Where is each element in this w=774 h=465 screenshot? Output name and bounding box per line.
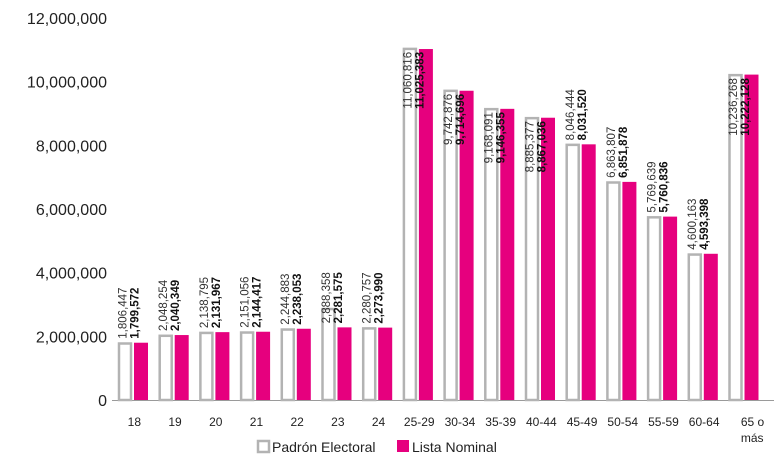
x-tick-label: 65 o <box>741 415 765 429</box>
lista-bar <box>500 108 515 400</box>
data-label-lista: 2,040,349 <box>170 280 182 331</box>
data-label-lista: 2,238,053 <box>292 274 304 325</box>
lista-bar <box>744 74 759 401</box>
x-tick-label: 19 <box>168 415 182 429</box>
data-label-padron: 5,769,639 <box>646 161 658 212</box>
x-tick-label: 23 <box>331 415 345 429</box>
data-label-lista: 11,025,383 <box>414 52 426 109</box>
x-tick-label: 60-64 <box>689 415 720 429</box>
lista-bar <box>622 181 637 400</box>
data-label-lista: 2,144,417 <box>251 277 263 328</box>
lista-bar <box>378 327 393 400</box>
x-tick-label: 22 <box>290 415 304 429</box>
x-tick-label: 35-39 <box>485 415 516 429</box>
x-tick-label: 25-29 <box>404 415 435 429</box>
data-label-padron: 2,048,254 <box>158 279 170 331</box>
legend-label-padron: Padrón Electoral <box>272 439 376 455</box>
data-label-padron: 2,151,056 <box>239 277 251 328</box>
y-tick-label: 12,000,000 <box>27 11 107 28</box>
data-label-padron: 8,046,444 <box>565 89 577 141</box>
padron-bar <box>402 47 418 402</box>
padron-bar <box>484 107 499 402</box>
data-label-lista: 8,031,520 <box>577 89 589 140</box>
x-tick-label: 24 <box>372 415 386 429</box>
x-tick-label: 40-44 <box>526 415 557 429</box>
lista-bar <box>337 327 352 400</box>
padron-bar <box>524 116 540 402</box>
lista-bar <box>296 328 311 400</box>
lista-bar <box>581 144 596 400</box>
y-tick-label: 0 <box>98 393 107 410</box>
data-label-padron: 6,863,807 <box>606 127 618 178</box>
data-label-lista: 6,851,878 <box>618 126 630 178</box>
data-label-lista: 5,760,836 <box>658 161 670 212</box>
padron-bar <box>199 331 214 402</box>
x-tick-label: 50-54 <box>607 415 638 429</box>
data-label-lista: 8,867,036 <box>536 121 548 172</box>
padron-bar <box>280 328 296 402</box>
padron-bar <box>361 327 377 402</box>
padron-bar <box>687 253 703 402</box>
lista-bar <box>174 335 189 400</box>
data-label-padron: 2,244,883 <box>280 274 292 325</box>
x-tick-label: 20 <box>209 415 223 429</box>
x-tick-label: 45-49 <box>567 415 598 429</box>
lista-bar <box>134 342 148 400</box>
lista-bar <box>459 90 474 400</box>
data-label-padron: 1,806,447 <box>117 288 129 339</box>
y-tick-label: 10,000,000 <box>27 75 107 92</box>
data-label-padron: 2,888,358 <box>321 272 333 323</box>
data-label-lista: 1,799,572 <box>129 288 141 339</box>
y-tick-label: 2,000,000 <box>36 329 107 346</box>
lista-bar <box>663 216 678 400</box>
data-label-padron: 10,236,268 <box>728 78 740 136</box>
legend-swatch-padron <box>256 439 271 454</box>
data-label-lista: 4,593,398 <box>699 198 711 250</box>
padron-bar <box>117 342 133 402</box>
x-tick-label: 18 <box>128 415 142 429</box>
padron-bar <box>728 73 743 402</box>
x-tick-label: 30-34 <box>445 415 476 429</box>
lista-bar <box>703 253 718 400</box>
x-tick-label: 55-59 <box>648 415 679 429</box>
y-tick-label: 8,000,000 <box>36 138 107 155</box>
data-label-lista: 2,273,990 <box>374 272 386 323</box>
padron-bar <box>646 216 662 402</box>
data-label-padron: 9,168,091 <box>484 112 496 163</box>
data-label-padron: 2,138,795 <box>199 277 211 328</box>
x-tick-label: más <box>741 431 764 445</box>
data-label-padron: 9,742,876 <box>443 94 455 145</box>
y-tick-label: 6,000,000 <box>36 202 107 219</box>
lista-bar <box>256 331 271 400</box>
data-label-lista: 9,714,696 <box>455 94 467 145</box>
legend-swatch-lista <box>397 440 409 452</box>
padron-bar <box>321 307 336 402</box>
data-label-lista: 10,222,128 <box>740 78 752 136</box>
padron-bar <box>158 334 173 402</box>
padron-bar <box>239 331 255 402</box>
data-label-padron: 11,060,816 <box>402 52 414 109</box>
lista-bar <box>418 49 433 401</box>
padron-bar <box>565 143 580 402</box>
x-tick-label: 21 <box>250 415 264 429</box>
padron-bar <box>443 89 458 402</box>
data-label-padron: 2,280,757 <box>362 272 374 323</box>
padron-bar <box>606 181 621 402</box>
data-label-lista: 2,131,967 <box>211 277 223 328</box>
data-label-padron: 4,600,163 <box>687 199 699 250</box>
data-label-lista: 2,281,575 <box>333 272 345 324</box>
data-label-padron: 8,885,377 <box>524 121 536 172</box>
data-label-lista: 9,146,355 <box>496 112 508 164</box>
lista-bar <box>215 332 230 400</box>
legend-label-lista: Lista Nominal <box>412 439 497 455</box>
lista-bar <box>541 117 555 400</box>
y-tick-label: 4,000,000 <box>36 266 107 283</box>
